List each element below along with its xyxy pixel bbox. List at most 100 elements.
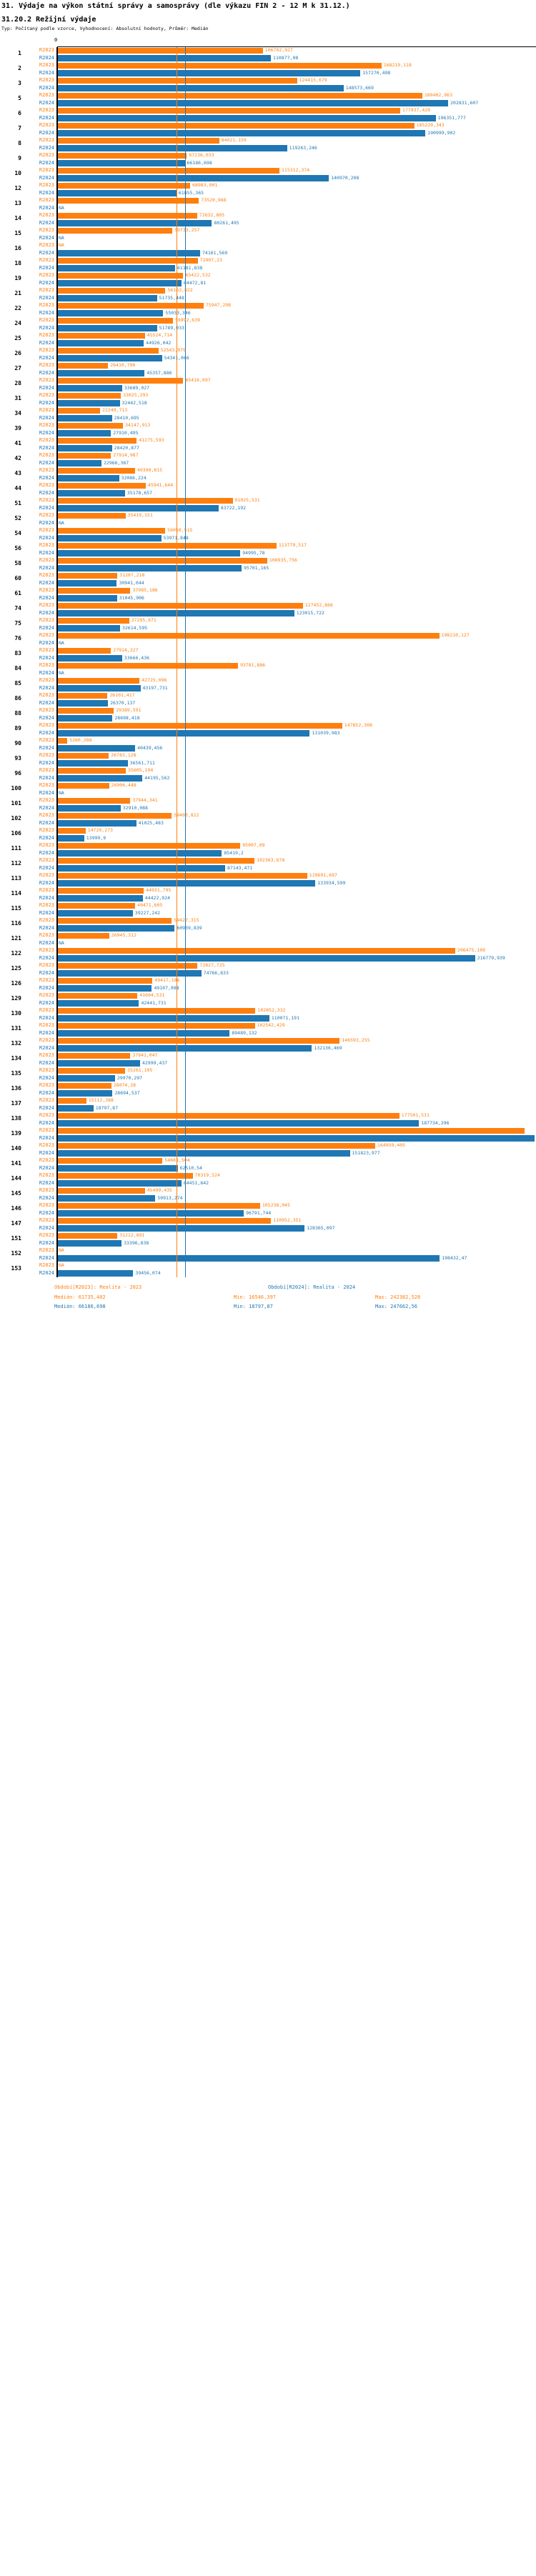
- bar[interactable]: [57, 190, 177, 196]
- bar[interactable]: [57, 1270, 134, 1277]
- bar[interactable]: [57, 625, 120, 631]
- bar[interactable]: [57, 992, 138, 999]
- bar[interactable]: [57, 100, 449, 106]
- bar[interactable]: [57, 400, 120, 406]
- bar[interactable]: [57, 632, 440, 639]
- bar[interactable]: [57, 812, 172, 819]
- bar[interactable]: [57, 85, 344, 91]
- bar[interactable]: [57, 835, 84, 842]
- bar[interactable]: [57, 977, 153, 984]
- bar[interactable]: [57, 227, 173, 234]
- bar[interactable]: [57, 467, 135, 474]
- bar[interactable]: [57, 482, 146, 489]
- bar[interactable]: [57, 947, 455, 954]
- bar[interactable]: [57, 490, 125, 496]
- bar[interactable]: [57, 535, 162, 541]
- bar[interactable]: [57, 580, 117, 586]
- bar[interactable]: [57, 1172, 193, 1179]
- bar[interactable]: [57, 880, 316, 887]
- bar[interactable]: [57, 1127, 525, 1134]
- bar[interactable]: [57, 707, 114, 714]
- bar[interactable]: [57, 167, 280, 174]
- bar[interactable]: [57, 872, 307, 879]
- bar[interactable]: [57, 1120, 420, 1127]
- bar[interactable]: [57, 1060, 140, 1067]
- bar[interactable]: [57, 527, 166, 534]
- bar[interactable]: [57, 1090, 113, 1097]
- bar[interactable]: [57, 1240, 122, 1247]
- bar[interactable]: [57, 280, 182, 286]
- bar[interactable]: [57, 820, 137, 827]
- bar[interactable]: [57, 797, 131, 804]
- bar[interactable]: [57, 430, 111, 436]
- bar[interactable]: [57, 985, 152, 992]
- bar[interactable]: [57, 295, 157, 301]
- bar[interactable]: [57, 1037, 340, 1044]
- bar[interactable]: [57, 1157, 163, 1164]
- bar[interactable]: [57, 865, 226, 872]
- bar[interactable]: [57, 677, 140, 684]
- bar[interactable]: [57, 152, 187, 159]
- bar[interactable]: [57, 925, 175, 932]
- bar[interactable]: [57, 452, 111, 459]
- bar[interactable]: [57, 610, 294, 616]
- bar[interactable]: [57, 655, 122, 662]
- bar[interactable]: [57, 512, 126, 519]
- bar[interactable]: [57, 542, 277, 549]
- bar[interactable]: [57, 1135, 535, 1142]
- bar[interactable]: [57, 332, 145, 339]
- bar[interactable]: [57, 775, 143, 782]
- bar[interactable]: [57, 145, 287, 151]
- bar[interactable]: [57, 1210, 244, 1217]
- bar[interactable]: [57, 122, 415, 129]
- bar[interactable]: [57, 932, 109, 939]
- bar[interactable]: [57, 1082, 111, 1089]
- bar[interactable]: [57, 962, 198, 969]
- bar[interactable]: [57, 565, 242, 571]
- bar[interactable]: [57, 445, 112, 451]
- bar[interactable]: [57, 557, 267, 564]
- bar[interactable]: [57, 737, 68, 744]
- bar[interactable]: [57, 722, 342, 729]
- bar[interactable]: [57, 692, 108, 699]
- bar[interactable]: [57, 1045, 312, 1052]
- bar[interactable]: [57, 415, 112, 421]
- bar[interactable]: [57, 1217, 272, 1224]
- bar[interactable]: [57, 62, 382, 69]
- bar[interactable]: [57, 55, 272, 61]
- bar[interactable]: [57, 910, 133, 917]
- bar[interactable]: [57, 287, 166, 294]
- bar[interactable]: [57, 325, 157, 331]
- bar[interactable]: [57, 1067, 126, 1074]
- bar[interactable]: [57, 107, 400, 114]
- bar[interactable]: [57, 182, 191, 189]
- bar[interactable]: [57, 745, 136, 752]
- bar[interactable]: [57, 715, 113, 722]
- bar[interactable]: [57, 1180, 182, 1187]
- bar[interactable]: [57, 1075, 115, 1082]
- bar[interactable]: [57, 767, 126, 774]
- bar[interactable]: [57, 317, 173, 324]
- bar[interactable]: [57, 220, 212, 226]
- bar[interactable]: [57, 895, 143, 902]
- bar[interactable]: [57, 257, 198, 264]
- bar[interactable]: [57, 1052, 131, 1059]
- bar[interactable]: [57, 497, 233, 504]
- bar[interactable]: [57, 1097, 86, 1104]
- bar[interactable]: [57, 92, 422, 99]
- bar[interactable]: [57, 1187, 145, 1194]
- bar[interactable]: [57, 550, 241, 556]
- bar[interactable]: [57, 827, 86, 834]
- bar[interactable]: [57, 760, 128, 767]
- bar[interactable]: [57, 385, 122, 391]
- bar[interactable]: [57, 175, 329, 181]
- bar[interactable]: [57, 362, 109, 369]
- bar[interactable]: [57, 160, 185, 166]
- bar[interactable]: [57, 1022, 255, 1029]
- bar[interactable]: [57, 595, 117, 601]
- bar[interactable]: [57, 752, 109, 759]
- bar[interactable]: [57, 355, 162, 361]
- bar[interactable]: [57, 1007, 256, 1014]
- bar[interactable]: [57, 662, 238, 669]
- bar[interactable]: [57, 842, 241, 849]
